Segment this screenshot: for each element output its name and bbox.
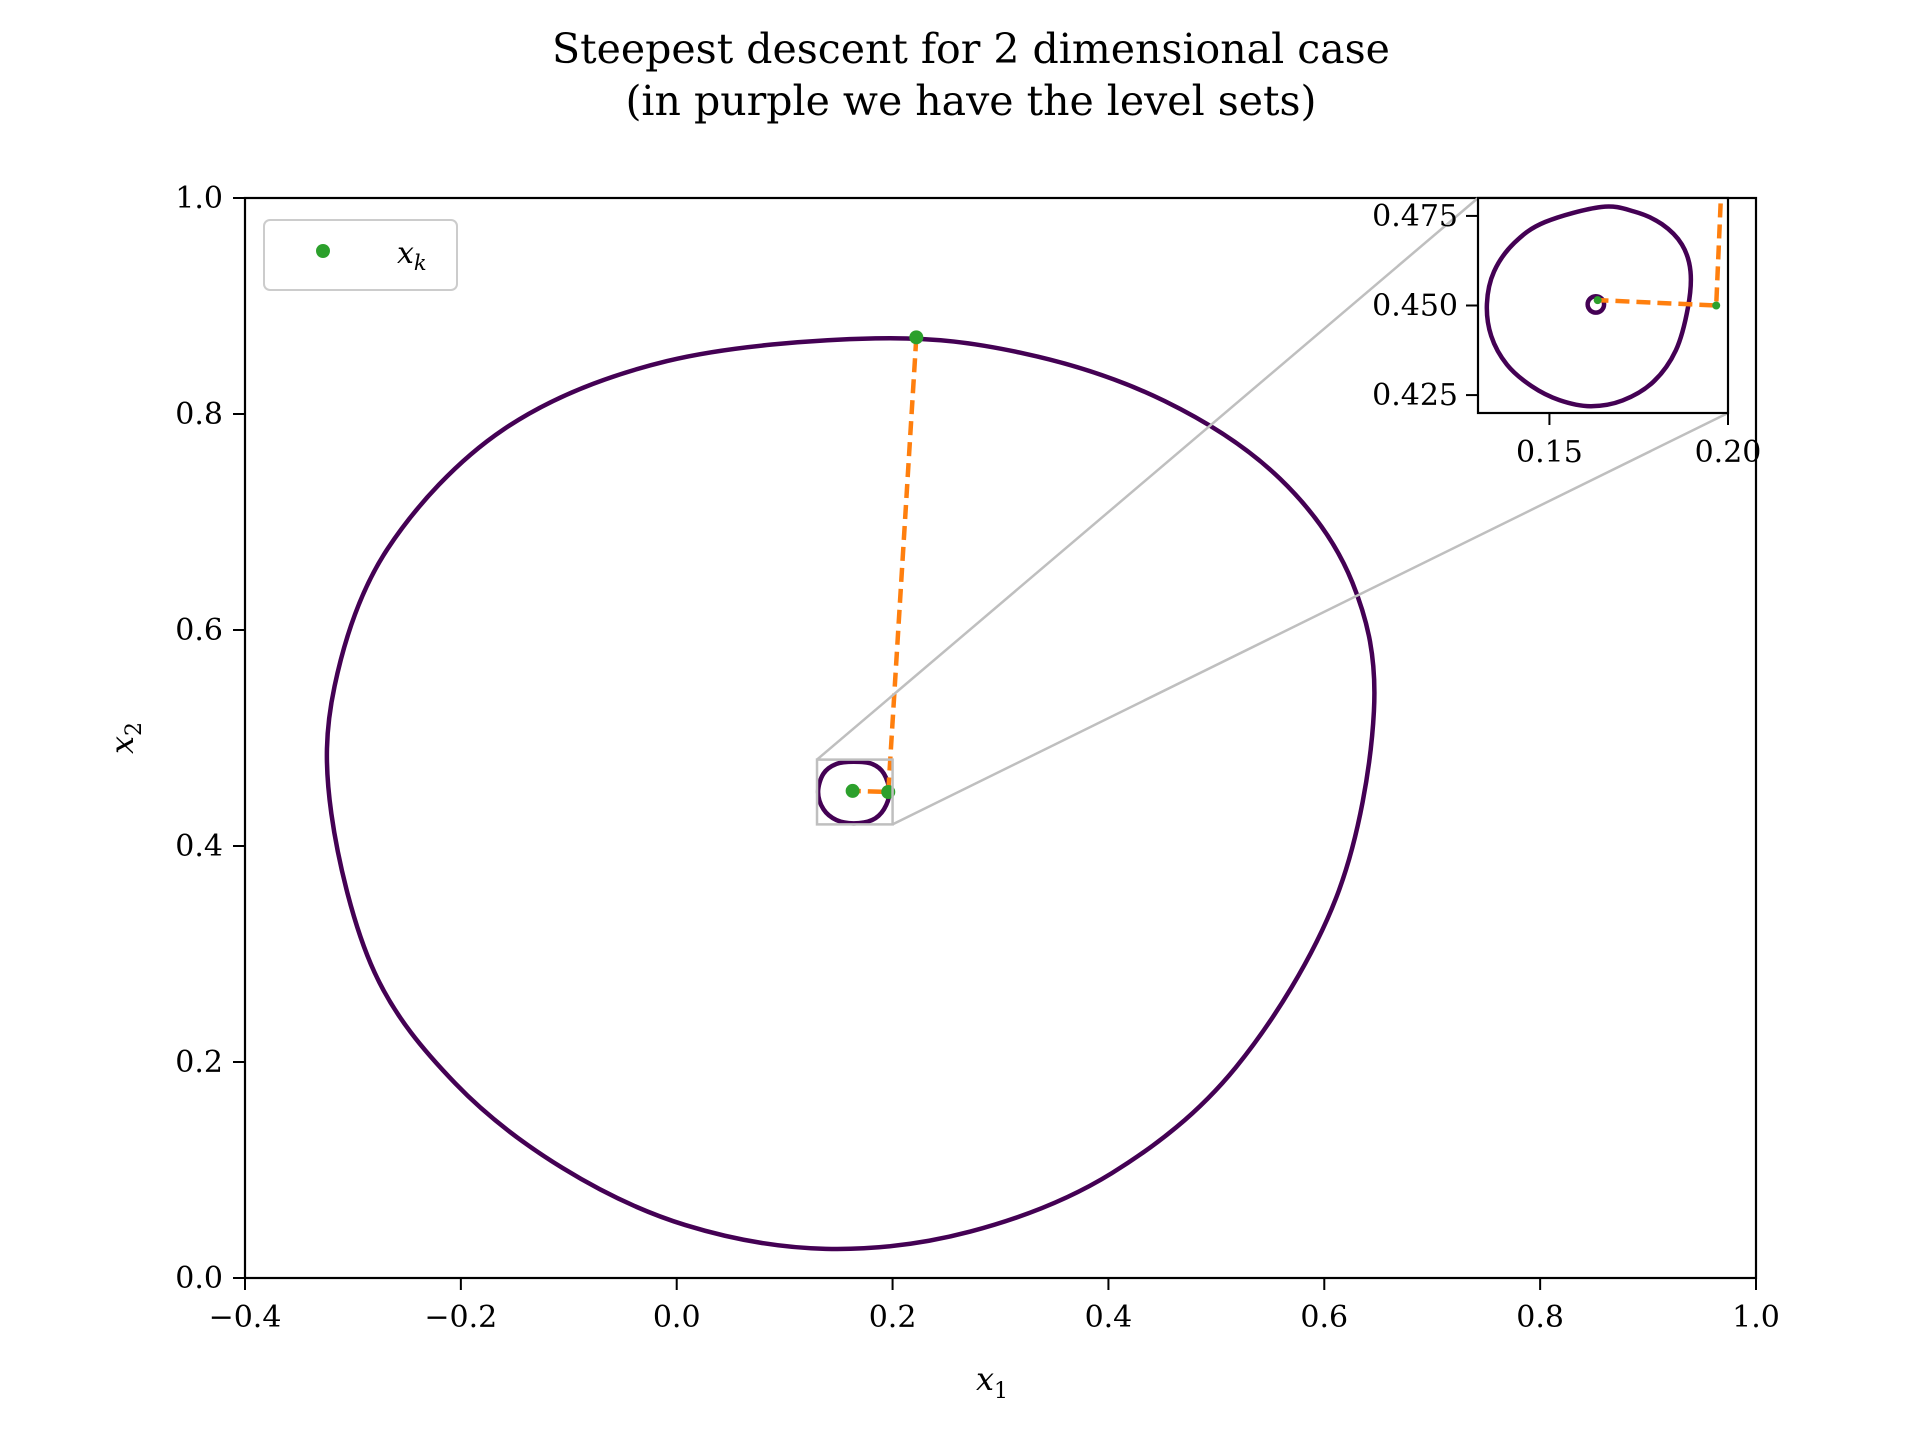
y-tick-label: 0.8: [175, 397, 223, 432]
y-axis-label-base: x: [103, 736, 141, 754]
y-tick-label: 0.4: [175, 829, 223, 864]
legend: xk: [263, 219, 458, 291]
x-tick-label: 0.6: [1300, 1300, 1348, 1335]
x-tick-label: 0.0: [653, 1300, 701, 1335]
inset-iterate-point: [1712, 301, 1721, 310]
y-axis-label-subscript: 2: [122, 722, 147, 736]
legend-label-base: x: [397, 236, 414, 271]
legend-label-x-k: xk: [397, 236, 427, 275]
chart-title: Steepest descent for 2 dimensional case: [552, 25, 1390, 73]
y-tick-label: 0.0: [175, 1261, 223, 1296]
main-plot-frame: [243, 196, 1758, 1280]
legend-label-subscript: k: [414, 251, 427, 275]
main-plot-area: −0.4 −0.2 0.0 0.2 0.4 0.6 0.8 1.0 0.0 0.2 0.4 0.6 0.…: [175, 181, 1780, 1335]
zoom-connector-line: [816, 197, 1479, 761]
y-tick-label: 1.0: [175, 181, 223, 216]
zoom-indicator: [815, 197, 1729, 826]
y-tick-label: 0.6: [175, 613, 223, 648]
x-tick-label: 0.4: [1085, 1300, 1133, 1335]
x-axis-label-base: x: [976, 1360, 994, 1398]
x-axis-label-subscript: 1: [994, 1379, 1008, 1404]
legend-marker-x-k: [316, 244, 330, 258]
level-set-contour-1: [324, 335, 1377, 1252]
inset-y-tick-label: 0.425: [1372, 378, 1458, 413]
x-tick-label: −0.4: [209, 1300, 282, 1335]
x-tick-label: 0.8: [1516, 1300, 1564, 1335]
descent-path-line: [852, 337, 919, 795]
inset-descent-path-line: [1597, 198, 1724, 308]
x-tick-label: −0.2: [424, 1300, 497, 1335]
inset-y-tick-label: 0.475: [1372, 199, 1458, 234]
iterate-point: [909, 330, 924, 345]
inset-level-set-contour: [1484, 204, 1694, 409]
chart-subtitle: (in purple we have the level sets): [625, 77, 1316, 125]
x-tick-label: 0.2: [869, 1300, 917, 1335]
zoom-connector-line: [892, 411, 1729, 826]
inset-y-tick-label: 0.450: [1372, 289, 1458, 324]
y-tick-label: 0.2: [175, 1045, 223, 1080]
iterate-point: [845, 783, 860, 798]
inset-plot: 0.15 0.20 0.425 0.450 0.475: [1372, 196, 1762, 470]
y-axis-label: x2: [103, 722, 147, 754]
inset-x-tick-label: 0.20: [1695, 435, 1762, 470]
inset-level-set-contour: [1585, 293, 1607, 315]
x-axis-label: x1: [976, 1360, 1008, 1404]
legend-box: [263, 219, 458, 291]
inset-iterate-point: [1593, 296, 1602, 305]
inset-x-tick-label: 0.15: [1516, 435, 1583, 470]
zoom-region-rect: [815, 758, 894, 826]
x-tick-label: 1.0: [1732, 1300, 1780, 1335]
